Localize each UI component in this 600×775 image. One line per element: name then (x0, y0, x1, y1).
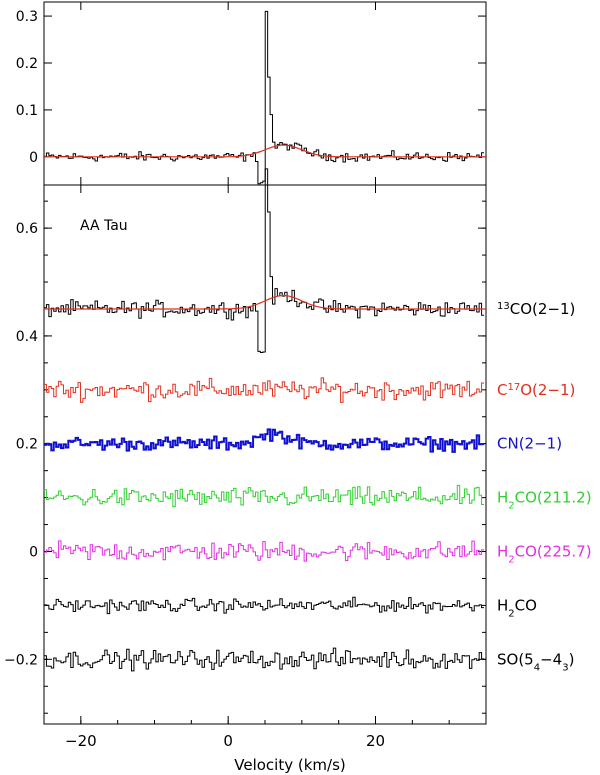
bottom-panel: −0.2 0 0.2 0.4 0.6 −20 0 20 13CO(2−1) C17O(2−1) CN… (4, 168, 592, 750)
bottom-xtick-label: −20 (65, 732, 97, 750)
top-ytick-label: 0 (29, 150, 38, 166)
top-spectrum-line (44, 10, 485, 185)
series-label: 13CO(2−1) (497, 300, 575, 318)
top-panel: 0 0.1 0.2 0.3 (16, 1, 487, 186)
top-ytick-label: 0.2 (16, 56, 38, 72)
bottom-ytick-label: 0 (29, 545, 38, 561)
top-ytick-label: 0.1 (16, 103, 38, 119)
spectrum-line-6 (44, 647, 485, 672)
spectrum-line-4 (44, 540, 485, 562)
spectrum-line-2 (44, 428, 485, 453)
bottom-ytick-label: 0.2 (16, 437, 38, 453)
top-ytick-label: 0.3 (16, 9, 38, 25)
bottom-ytick-label: −0.2 (4, 652, 38, 668)
x-axis-label: Velocity (km/s) (234, 756, 345, 774)
top-gaussian-fit (44, 144, 486, 158)
spectrum-line-0 (44, 168, 485, 354)
series-label: C17O(2−1) (497, 381, 575, 399)
bottom-gaussian-fit (44, 294, 486, 310)
series-label: CN(2−1) (497, 435, 562, 453)
source-annotation: AA Tau (80, 218, 128, 234)
series-label: H2CO (497, 596, 537, 619)
series-label: H2CO(211.2) (497, 489, 592, 512)
spectrum-line-3 (44, 484, 485, 508)
series-label: SO(54−43) (497, 650, 574, 673)
spectrum-line-5 (44, 596, 485, 615)
bottom-ytick-label: 0.4 (16, 329, 38, 345)
series-label: H2CO(225.7) (497, 543, 592, 566)
bottom-xtick-label: 20 (366, 732, 385, 750)
bottom-xtick-label: 0 (223, 732, 233, 750)
bottom-ytick-label: 0.6 (16, 221, 38, 237)
spectrum-line-1 (44, 377, 485, 403)
